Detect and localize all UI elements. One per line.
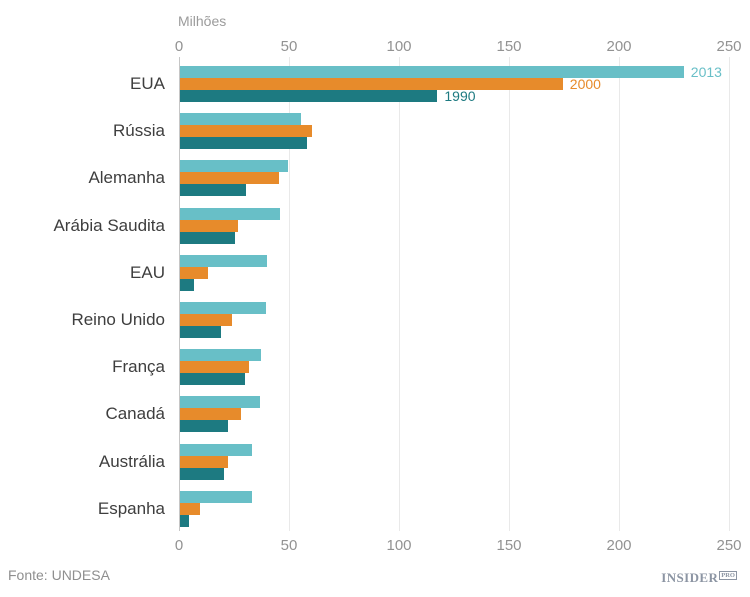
- bar-2013: 2013: [180, 64, 722, 80]
- gridline-50: [289, 57, 290, 531]
- chart-row: Alemanha: [0, 152, 750, 199]
- country-label: Espanha: [97, 498, 165, 518]
- plot-area: [179, 57, 731, 531]
- gridline-100: [399, 57, 400, 531]
- bar-group: [180, 443, 730, 480]
- bar-2013: [180, 113, 301, 126]
- x-tick-label-bottom-150: 150: [496, 537, 522, 554]
- bar-1990: [180, 514, 189, 527]
- x-tick-label-top-0: 0: [174, 38, 184, 55]
- bar-2000: [180, 408, 241, 421]
- bar-2013: [180, 254, 267, 267]
- x-tick-label-top-50: 50: [280, 38, 298, 55]
- bar-2013: [180, 490, 252, 503]
- bar-1990: [180, 467, 224, 480]
- bar-2000: [180, 172, 279, 185]
- bar-group: [180, 301, 730, 338]
- chart-row: EAU: [0, 247, 750, 294]
- chart-row: EUA 2013 2000 1990: [0, 58, 750, 105]
- chart-row: França: [0, 341, 750, 388]
- logo-text: INSIDER: [661, 570, 719, 585]
- bar-2013: [180, 396, 261, 409]
- bar-1990: [180, 137, 307, 150]
- bar-2013: [180, 349, 262, 362]
- x-tick-label-bottom-250: 250: [716, 537, 742, 554]
- bar-group: [180, 396, 730, 433]
- bar-group: [180, 254, 730, 291]
- x-tick-label-top-200: 200: [606, 38, 632, 55]
- x-tick-label-bottom-200: 200: [606, 537, 632, 554]
- bar-1990: [180, 184, 246, 197]
- year-label-2000: 2000: [569, 76, 601, 92]
- country-label: Alemanha: [88, 168, 165, 188]
- axis-unit-label: Milhões: [178, 13, 227, 29]
- insiderpro-logo: INSIDER PRO: [661, 570, 737, 586]
- country-label: França: [112, 357, 165, 377]
- bar-rows: EUA 2013 2000 1990 Rússia Alemanha Arábia Saud…: [0, 58, 750, 530]
- x-tick-label-top-250: 250: [716, 38, 742, 55]
- bar-group: 2013 2000 1990: [180, 64, 730, 104]
- country-label: EUA: [130, 74, 165, 93]
- country-label: Rússia: [113, 121, 165, 141]
- x-tick-label-bottom-50: 50: [280, 537, 298, 554]
- bar-group: [180, 490, 730, 527]
- bar-2000: [180, 266, 208, 279]
- x-tick-label-bottom-100: 100: [386, 537, 412, 554]
- bar-1990: [180, 231, 235, 244]
- bar-group: [180, 113, 730, 150]
- year-label-2013: 2013: [690, 64, 722, 80]
- bar-2000: [180, 455, 229, 468]
- bar-2000: [180, 361, 250, 374]
- bar-1990: [180, 325, 221, 338]
- chart-row: Canadá: [0, 388, 750, 435]
- bar-2000: [180, 502, 200, 515]
- chart-row: Rússia: [0, 105, 750, 152]
- gridline-250: [729, 57, 730, 531]
- y-axis-line: [179, 57, 180, 531]
- x-tick-label-bottom-0: 0: [174, 537, 184, 554]
- country-label: Canadá: [105, 404, 165, 424]
- bar-1990: [180, 420, 229, 433]
- bar-group: [180, 160, 730, 197]
- bar-2013: [180, 443, 252, 456]
- bar-2000: [180, 313, 232, 326]
- bar-2000: [180, 125, 312, 138]
- chart-row: Arábia Saudita: [0, 200, 750, 247]
- country-label: Arábia Saudita: [53, 215, 165, 235]
- gridline-150: [509, 57, 510, 531]
- country-label: Austrália: [98, 451, 165, 471]
- bar-2000: 2000: [180, 76, 601, 92]
- bar-1990: [180, 278, 195, 291]
- bar-1990: [180, 373, 245, 386]
- gridline-200: [619, 57, 620, 531]
- chart-row: Espanha: [0, 483, 750, 530]
- chart-row: Reino Unido: [0, 294, 750, 341]
- source-note: Fonte: UNDESA: [8, 567, 110, 583]
- logo-pro-badge: PRO: [719, 571, 737, 580]
- year-label-1990: 1990: [444, 88, 476, 104]
- bar-2013: [180, 207, 281, 220]
- bar-2013: [180, 301, 266, 314]
- country-label: Reino Unido: [71, 309, 165, 329]
- bar-2000: [180, 219, 239, 232]
- bar-2013: [180, 160, 288, 173]
- country-label: EAU: [130, 262, 165, 282]
- bar-group: [180, 349, 730, 386]
- x-tick-label-top-100: 100: [386, 38, 412, 55]
- x-tick-label-top-150: 150: [496, 38, 522, 55]
- bar-group: [180, 207, 730, 244]
- chart-row: Austrália: [0, 436, 750, 483]
- bar-1990: 1990: [180, 88, 476, 104]
